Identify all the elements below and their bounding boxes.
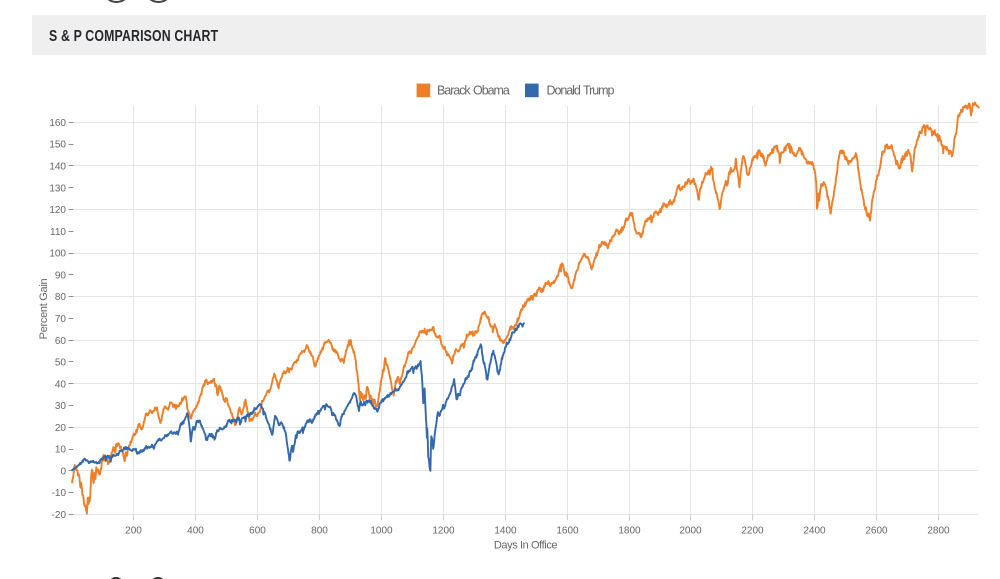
svg-text:2200: 2200: [741, 525, 764, 536]
svg-text:1600: 1600: [556, 525, 579, 536]
svg-text:60: 60: [55, 336, 67, 347]
svg-text:2600: 2600: [865, 525, 888, 536]
svg-text:800: 800: [311, 525, 328, 536]
svg-text:1400: 1400: [494, 525, 517, 536]
svg-text:Donald Trump: Donald Trump: [547, 84, 615, 98]
svg-text:2000: 2000: [679, 525, 702, 536]
svg-text:130: 130: [49, 183, 66, 194]
svg-text:200: 200: [125, 525, 142, 536]
svg-text:100: 100: [49, 249, 66, 260]
svg-text:40: 40: [55, 379, 67, 390]
svg-text:120: 120: [49, 205, 66, 216]
svg-text:2400: 2400: [803, 525, 826, 536]
svg-text:80: 80: [55, 292, 67, 303]
svg-text:20: 20: [55, 423, 67, 434]
svg-text:0: 0: [60, 467, 66, 478]
svg-text:160: 160: [49, 118, 66, 129]
svg-text:110: 110: [50, 227, 66, 238]
svg-text:90: 90: [55, 270, 67, 281]
svg-text:1000: 1000: [370, 525, 393, 536]
svg-text:Barack Obama: Barack Obama: [437, 84, 510, 98]
svg-text:70: 70: [55, 314, 67, 325]
svg-text:10: 10: [55, 445, 67, 456]
svg-text:140: 140: [49, 162, 66, 173]
svg-text:50: 50: [55, 358, 67, 369]
svg-text:400: 400: [187, 525, 204, 536]
svg-text:150: 150: [49, 140, 66, 151]
svg-text:Percent Gain: Percent Gain: [38, 279, 50, 340]
svg-text:Days In Office: Days In Office: [494, 540, 558, 552]
svg-text:600: 600: [249, 525, 266, 536]
svg-text:30: 30: [55, 401, 67, 412]
svg-text:2800: 2800: [927, 525, 950, 536]
svg-text:1800: 1800: [618, 525, 641, 536]
svg-text:-10: -10: [52, 488, 67, 499]
svg-text:1200: 1200: [432, 525, 455, 536]
svg-text:-20: -20: [52, 510, 67, 521]
